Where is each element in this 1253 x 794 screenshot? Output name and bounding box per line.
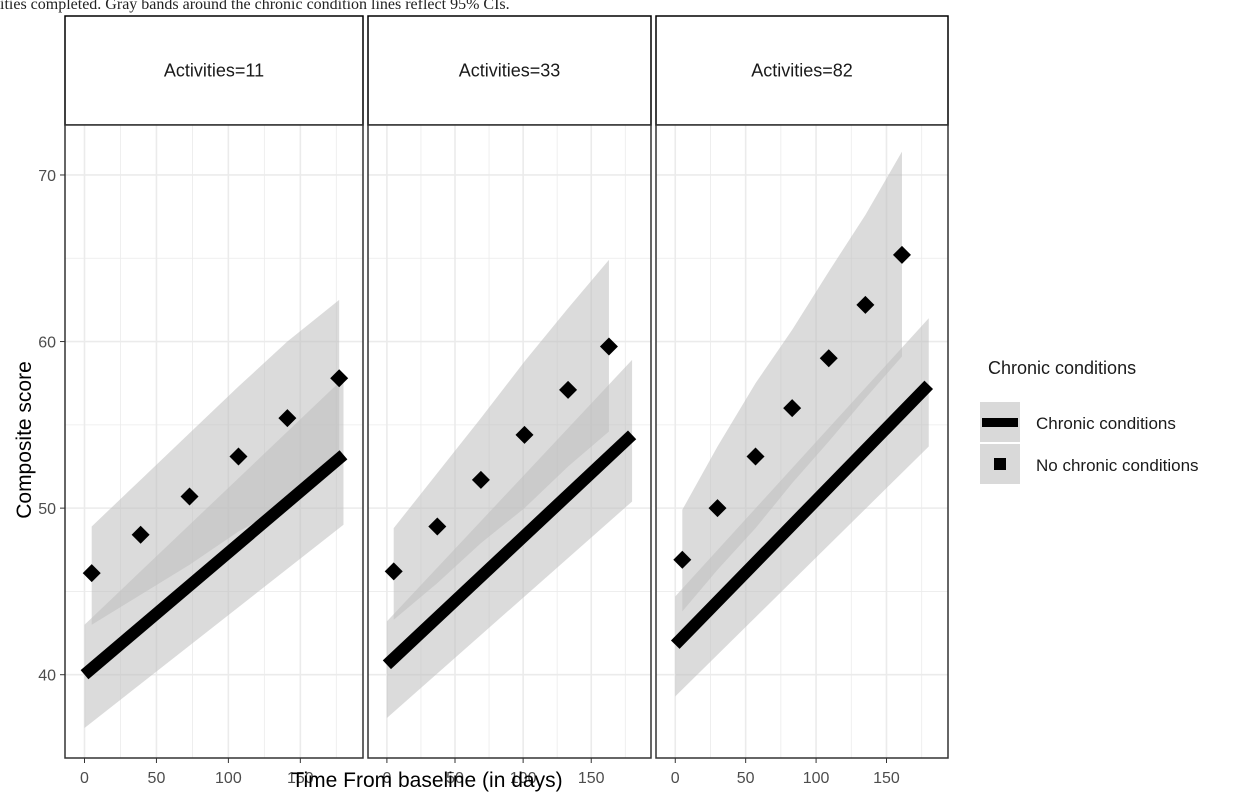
series-point-no-chronic [180,487,199,506]
facet-strip-label: Activities=33 [459,61,561,81]
x-tick-label: 0 [671,770,680,787]
series-line-chronic [382,430,637,670]
series-point-no-chronic [515,425,534,444]
legend: Chronic conditions Chronic conditions No c… [980,358,1199,484]
ci-band [91,299,340,625]
series-point-no-chronic [384,562,403,581]
panel-3: Activities=82 0 50 100 150 [655,15,949,787]
x-axis-title: Time From baseline (in days) [291,769,562,792]
series-point-no-chronic [229,447,248,466]
facet-strip [655,15,949,126]
series-point-no-chronic [471,470,490,489]
x-tick-label: 50 [446,770,464,787]
y-tick-label: 60 [38,335,56,352]
series-point-no-chronic [559,380,578,399]
x-tick-label: 150 [578,770,605,787]
x-tick-label: 150 [873,770,900,787]
panel-1: Activities=11 0 50 100 150 40 50 60 70 [38,15,364,787]
series-point-no-chronic [746,447,765,466]
series-point-no-chronic [82,564,101,583]
series-point-no-chronic [428,517,447,536]
legend-key-line [982,418,1018,427]
series-point-no-chronic [278,409,297,428]
x-tick-label: 100 [215,770,242,787]
series-point-no-chronic [599,337,618,356]
series-point-no-chronic [708,499,727,518]
facet-strip [367,15,652,126]
x-tick-label: 50 [737,770,755,787]
x-tick-label: 150 [287,770,314,787]
panel-border [655,124,949,759]
y-tick-label: 50 [38,501,56,518]
series-line-chronic [670,380,934,649]
x-tick-label: 0 [382,770,391,787]
x-tick-label: 50 [148,770,166,787]
series-line-chronic [80,450,348,680]
facet-strip-label: Activities=82 [751,61,853,81]
x-tick-label: 0 [80,770,89,787]
series-point-no-chronic [330,369,349,388]
x-tick-label: 100 [510,770,537,787]
series-point-no-chronic [783,399,802,418]
series-point-no-chronic [819,349,838,368]
legend-title: Chronic conditions [988,358,1136,378]
series-point-no-chronic [131,525,150,544]
facet-strip [64,15,364,126]
series-point-no-chronic [856,295,875,314]
facet-strip-label: Activities=11 [164,61,264,81]
panel-border [64,124,364,759]
legend-entry-label: No chronic conditions [1036,456,1199,475]
y-axis-title: Composite score [13,361,36,519]
ci-band [682,151,902,612]
ci-band [393,259,609,620]
legend-key-point [994,458,1006,470]
y-tick-label: 40 [38,668,56,685]
x-tick-label: 100 [803,770,830,787]
panel-border [367,124,652,759]
legend-entry-label: Chronic conditions [1036,414,1176,433]
series-point-no-chronic [673,550,692,569]
series-point-no-chronic [892,245,911,264]
y-tick-label: 70 [38,168,56,185]
figure-caption: ities completed. Gray bands around the c… [0,0,510,13]
panel-2: Activities=33 0 50 100 150 [367,15,652,787]
